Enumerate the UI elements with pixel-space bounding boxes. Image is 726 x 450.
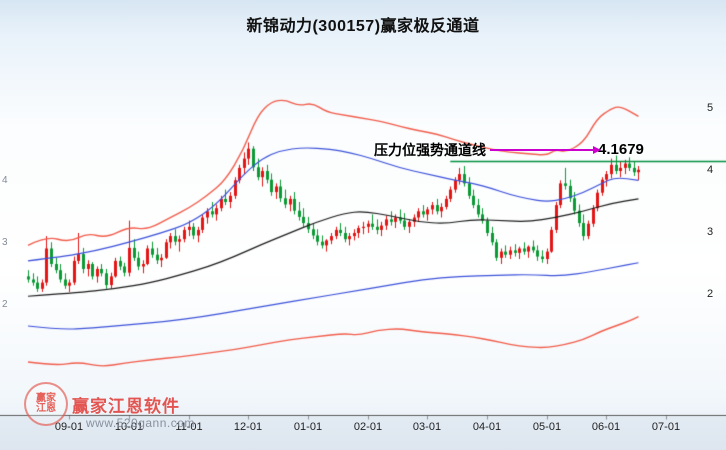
x-axis-label: 07-01	[651, 421, 681, 433]
pressure-annotation: 压力位强势通道线 4.1679	[374, 141, 644, 158]
y-axis-label-left: 3	[2, 237, 8, 248]
x-axis-label: 02-01	[353, 421, 383, 433]
pressure-value: 4.1679	[598, 141, 644, 158]
y-axis-label-right: 2	[707, 288, 714, 300]
brand-url: www.520gann.com	[86, 416, 195, 430]
y-axis-label-left: 4	[2, 175, 8, 186]
brand-name: 赢家江恩软件	[72, 397, 180, 416]
x-axis-label: 10-01	[114, 421, 144, 433]
brand-logo-text-top: 赢家	[36, 392, 56, 404]
x-axis-label: 12-01	[233, 421, 263, 433]
y-axis-label-right: 3	[707, 226, 714, 238]
x-axis-label: 06-01	[591, 421, 621, 433]
x-axis-label: 03-01	[412, 421, 442, 433]
y-axis-label-right: 5	[707, 102, 714, 114]
arrow-right-icon	[490, 145, 601, 154]
y-axis-label-left: 2	[2, 299, 8, 310]
brand-logo-icon: 赢家 江恩	[24, 382, 68, 426]
x-axis-label: 04-01	[472, 421, 502, 433]
brand-logo-text-bottom: 江恩	[36, 403, 56, 414]
x-axis-label: 11-01	[175, 421, 203, 433]
x-axis-label: 05-01	[532, 421, 562, 433]
x-axis-strip	[0, 416, 726, 450]
x-axis-label: 01-01	[293, 421, 323, 433]
chart-title: 新锦动力(300157)赢家极反通道	[246, 18, 480, 35]
y-axis-label-right: 4	[707, 164, 714, 176]
x-axis-label: 09-01	[54, 421, 84, 433]
pressure-label: 压力位强势通道线	[374, 141, 486, 158]
